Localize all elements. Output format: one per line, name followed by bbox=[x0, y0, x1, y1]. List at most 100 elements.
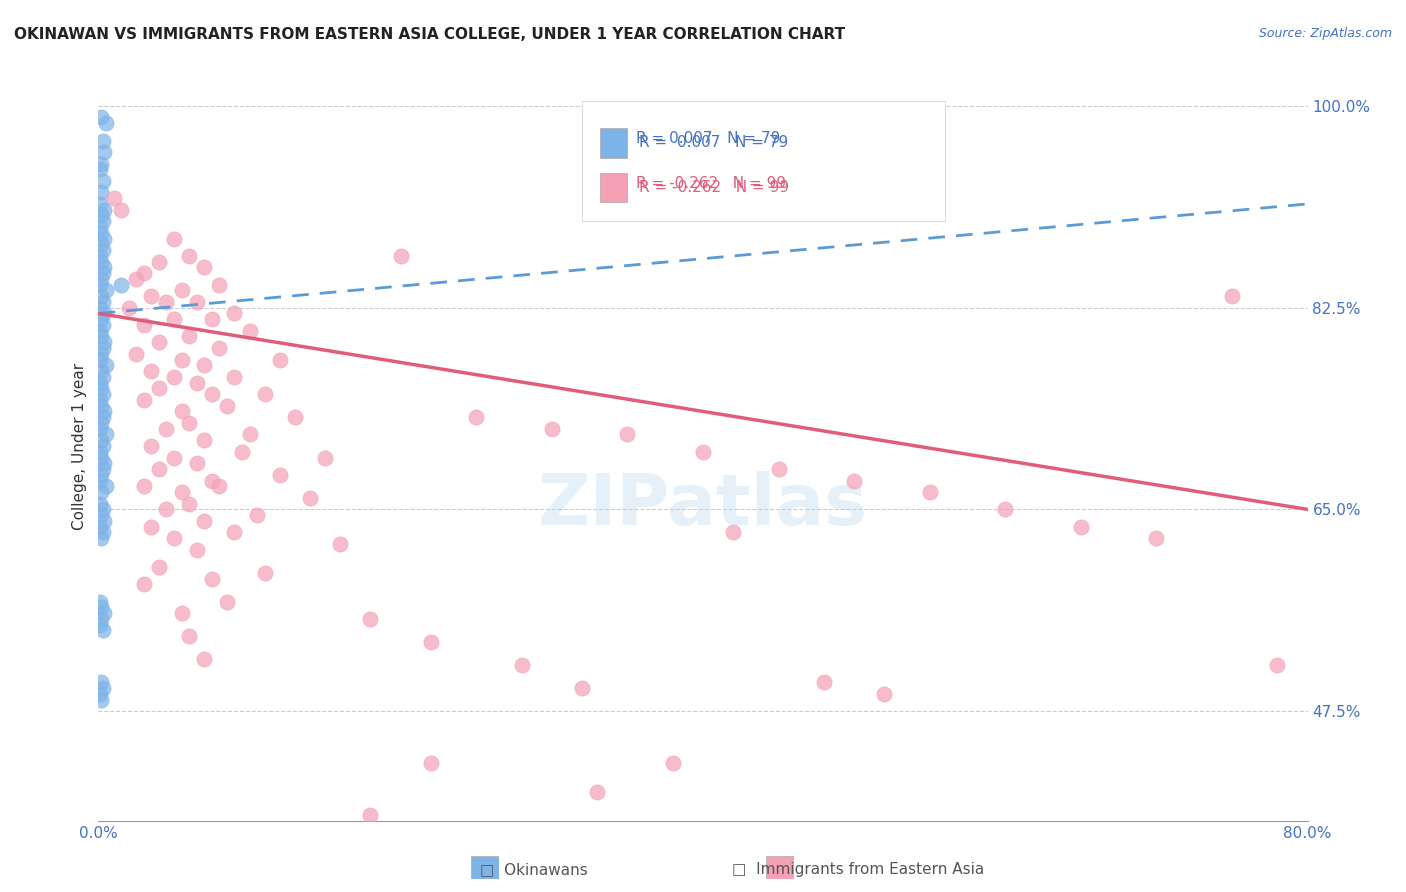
Point bbox=[90, 226, 112, 240]
Point bbox=[420, 756, 443, 770]
Point bbox=[103, 191, 125, 205]
Point bbox=[90, 209, 112, 223]
Point bbox=[89, 376, 111, 390]
Text: □  Okinawans: □ Okinawans bbox=[481, 863, 588, 877]
Point bbox=[224, 525, 246, 540]
Point bbox=[89, 687, 111, 701]
Point bbox=[132, 318, 155, 332]
Point bbox=[90, 600, 112, 615]
Point bbox=[91, 318, 114, 332]
Point bbox=[90, 272, 112, 286]
Point bbox=[616, 427, 638, 442]
Point bbox=[89, 497, 111, 511]
Point bbox=[91, 624, 114, 638]
Point bbox=[90, 111, 112, 125]
Point bbox=[193, 514, 215, 528]
Point bbox=[329, 537, 352, 551]
Point bbox=[540, 422, 562, 436]
Point bbox=[253, 387, 276, 401]
Point bbox=[299, 491, 322, 505]
Point bbox=[155, 422, 177, 436]
FancyBboxPatch shape bbox=[600, 128, 627, 158]
Point bbox=[163, 312, 186, 326]
Point bbox=[90, 156, 112, 170]
Point bbox=[89, 324, 111, 338]
Point bbox=[90, 289, 112, 303]
Point bbox=[163, 450, 186, 465]
Point bbox=[201, 387, 224, 401]
Point bbox=[163, 531, 186, 545]
Point bbox=[91, 525, 114, 540]
Point bbox=[94, 284, 117, 298]
Point bbox=[813, 675, 835, 690]
Point bbox=[141, 439, 163, 453]
Point bbox=[91, 439, 114, 453]
Text: R = 0.007   N = 79: R = 0.007 N = 79 bbox=[637, 131, 780, 146]
Point bbox=[148, 560, 170, 574]
Text: R = -0.262   N = 99: R = -0.262 N = 99 bbox=[638, 180, 789, 195]
Point bbox=[193, 652, 215, 666]
Point bbox=[89, 594, 111, 608]
Point bbox=[93, 145, 115, 159]
Point bbox=[93, 231, 115, 245]
Point bbox=[93, 456, 115, 470]
Point bbox=[89, 352, 111, 367]
Point bbox=[193, 434, 215, 448]
Point bbox=[284, 410, 307, 425]
Point bbox=[90, 364, 112, 378]
Point bbox=[91, 369, 114, 384]
Point bbox=[208, 479, 231, 493]
Point bbox=[93, 404, 115, 418]
Point bbox=[89, 219, 111, 234]
Point bbox=[1267, 658, 1289, 673]
Point bbox=[239, 427, 262, 442]
Point bbox=[269, 467, 291, 482]
Point bbox=[90, 399, 112, 413]
Point bbox=[132, 577, 155, 591]
Point bbox=[90, 237, 112, 252]
Point bbox=[141, 289, 163, 303]
Point bbox=[692, 444, 714, 458]
Point bbox=[186, 294, 208, 309]
Point bbox=[201, 312, 224, 326]
Point bbox=[170, 485, 193, 500]
Point bbox=[170, 284, 193, 298]
Point bbox=[170, 606, 193, 620]
Point bbox=[89, 392, 111, 407]
Point bbox=[91, 387, 114, 401]
Point bbox=[93, 202, 115, 217]
Point bbox=[89, 301, 111, 315]
Point bbox=[90, 508, 112, 523]
Point bbox=[90, 485, 112, 500]
Point bbox=[148, 254, 170, 268]
Point bbox=[94, 479, 117, 493]
Point bbox=[994, 502, 1017, 516]
Point bbox=[231, 444, 253, 458]
Point bbox=[90, 186, 112, 200]
Point bbox=[90, 434, 112, 448]
Point bbox=[179, 329, 201, 343]
Point bbox=[90, 312, 112, 326]
Text: R = -0.262   N = 99: R = -0.262 N = 99 bbox=[637, 177, 786, 191]
Point bbox=[215, 594, 238, 608]
Point bbox=[89, 422, 111, 436]
Point bbox=[201, 474, 224, 488]
Point bbox=[91, 243, 114, 257]
Point bbox=[465, 410, 488, 425]
Point bbox=[586, 785, 609, 799]
Point bbox=[170, 352, 193, 367]
Point bbox=[661, 756, 683, 770]
Point bbox=[110, 202, 132, 217]
Point bbox=[90, 692, 112, 706]
Point bbox=[91, 294, 114, 309]
Point bbox=[1070, 519, 1092, 533]
Point bbox=[208, 277, 231, 292]
Point bbox=[125, 347, 148, 361]
Point bbox=[389, 249, 412, 263]
Point bbox=[186, 542, 208, 557]
Point bbox=[89, 277, 111, 292]
Y-axis label: College, Under 1 year: College, Under 1 year bbox=[72, 362, 87, 530]
Point bbox=[90, 467, 112, 482]
Point bbox=[360, 612, 382, 626]
Point bbox=[215, 399, 238, 413]
